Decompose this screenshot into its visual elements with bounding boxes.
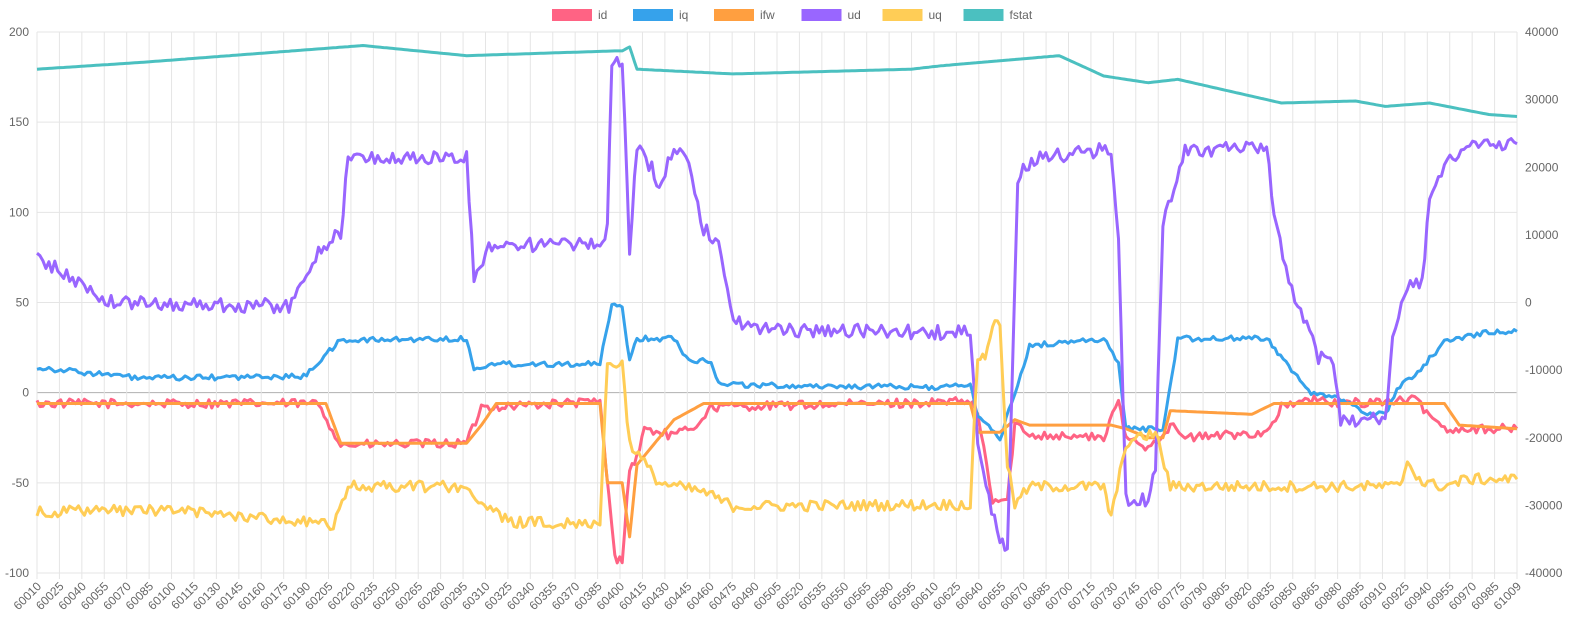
series-line-ud <box>36 56 1518 552</box>
legend-swatch <box>882 9 923 21</box>
legend[interactable]: id iq ifw ud uq fstat <box>552 8 1033 22</box>
legend-item-iq[interactable]: iq <box>633 8 688 22</box>
y-left-tick-label: -100 <box>5 566 29 580</box>
y-left-tick-label: -50 <box>12 476 30 490</box>
legend-item-id[interactable]: id <box>552 8 607 22</box>
legend-label: iq <box>679 8 688 22</box>
legend-swatch <box>801 9 842 21</box>
legend-item-uq[interactable]: uq <box>882 8 942 22</box>
series-line-uq <box>35 319 1519 532</box>
y-left-tick-label: 200 <box>9 25 29 39</box>
legend-label: uq <box>929 8 942 22</box>
y-right-tick-label: -40000 <box>1525 566 1563 580</box>
y-left-tick-label: 0 <box>22 386 29 400</box>
legend-label: id <box>598 8 607 22</box>
legend-item-ifw[interactable]: ifw <box>714 8 775 22</box>
legend-label: ud <box>848 8 861 22</box>
y-right-tick-label: -20000 <box>1525 431 1563 445</box>
series-line-ifw <box>37 402 1518 539</box>
y-right-tick-label: 40000 <box>1525 25 1559 39</box>
series-lines <box>35 44 1519 565</box>
y-right-tick-label: -30000 <box>1525 498 1563 512</box>
legend-item-ud[interactable]: ud <box>801 8 861 22</box>
y-left-tick-label: 150 <box>9 115 29 129</box>
legend-label: ifw <box>760 8 775 22</box>
series-line-iq <box>36 302 1518 442</box>
y-axis-right: 40000 30000 20000 10000 0 -10000 -20000 -30000 -… <box>1525 25 1563 580</box>
legend-swatch <box>552 9 592 21</box>
legend-swatch <box>963 9 1004 21</box>
grid <box>36 31 1518 579</box>
y-right-tick-label: 30000 <box>1525 93 1559 107</box>
y-right-tick-label: -10000 <box>1525 363 1563 377</box>
legend-item-fstat[interactable]: fstat <box>963 8 1033 22</box>
y-axis-left: 200 150 100 50 0 -50 -100 <box>5 25 29 580</box>
y-left-tick-label: 50 <box>16 296 30 310</box>
y-left-tick-label: 100 <box>9 205 29 219</box>
x-axis: 6001060025600406005560070600856010060115… <box>11 579 1525 613</box>
legend-swatch <box>714 9 754 21</box>
y-right-tick-label: 10000 <box>1525 228 1559 242</box>
series-line-fstat <box>36 44 1518 118</box>
y-right-tick-label: 0 <box>1525 296 1532 310</box>
y-right-tick-label: 20000 <box>1525 160 1559 174</box>
legend-label: fstat <box>1010 8 1033 22</box>
legend-swatch <box>633 9 673 21</box>
